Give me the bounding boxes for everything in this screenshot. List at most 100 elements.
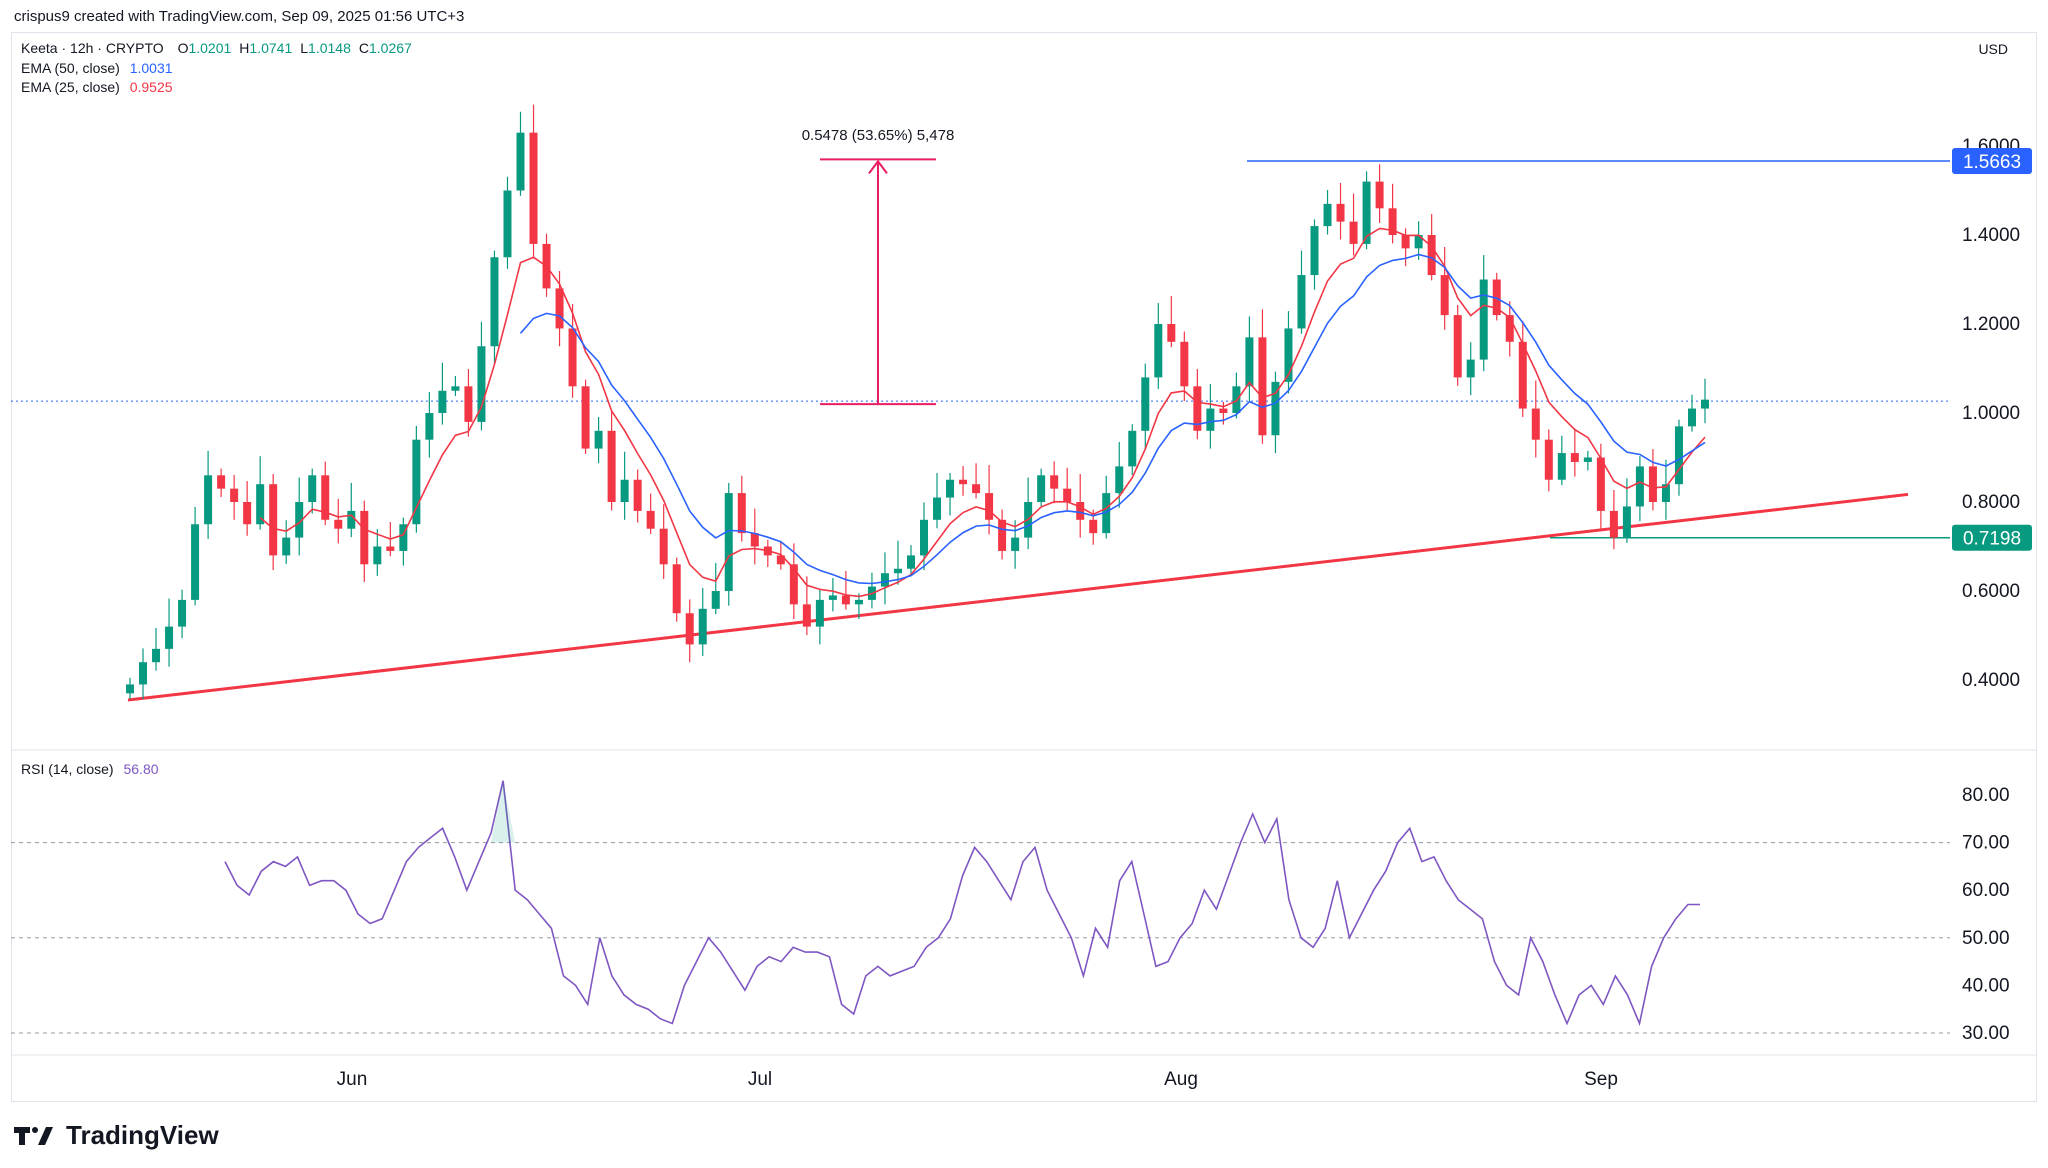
price-axis-tick: 0.8000 <box>1962 492 2020 513</box>
time-axis-tick: Jul <box>748 1069 772 1090</box>
candle-body <box>920 519 929 556</box>
ohlc-key-h: H <box>239 40 250 56</box>
ema25-line <box>259 227 1706 598</box>
candle-body <box>646 510 655 529</box>
candle-body <box>1388 208 1397 235</box>
candle-body <box>1492 279 1501 316</box>
candle-body <box>529 132 538 244</box>
ema25-label: EMA (25, close) <box>21 79 120 95</box>
candle-body <box>360 510 369 565</box>
measure-arrowhead <box>868 159 888 174</box>
support-price-badge-bg <box>1952 524 2032 551</box>
candle-body <box>1271 381 1280 436</box>
candle-body <box>1050 475 1059 489</box>
candle-body <box>321 475 330 520</box>
price-axis-tick: 0.4000 <box>1962 670 2020 691</box>
ohlc-key-o: O <box>177 40 189 56</box>
candle-body <box>1362 181 1371 244</box>
candle-body <box>126 684 134 694</box>
rsi-legend[interactable]: RSI (14, close) 56.80 <box>21 761 159 777</box>
candle-body <box>425 413 434 440</box>
candle-body <box>165 626 174 649</box>
candle-body <box>750 533 759 547</box>
ohlc-value-h: 1.0741 <box>249 40 293 56</box>
candle-body <box>295 502 304 538</box>
candle-body <box>1063 488 1072 502</box>
candle-body <box>1453 315 1462 378</box>
rsi-axis-tick: 70.00 <box>1962 833 2010 854</box>
candle-body <box>399 524 408 551</box>
candle-body <box>490 257 499 347</box>
candle-body <box>737 493 746 534</box>
chart-frame <box>11 32 2037 1102</box>
candle-body <box>464 386 473 422</box>
candle-body <box>1089 519 1098 534</box>
ema50-line <box>519 253 1706 585</box>
time-axis-tick: Jun <box>337 1069 368 1090</box>
candle-body <box>1297 275 1306 329</box>
candle-body <box>1284 328 1293 382</box>
candle-body <box>152 648 161 663</box>
candle-body <box>998 519 1007 551</box>
candle-body <box>933 497 942 520</box>
candle-body <box>985 493 994 520</box>
price-axis-tick: 0.6000 <box>1962 581 2020 602</box>
candle-body <box>1193 386 1202 431</box>
ohlc-values: O1.0201 H1.0741 L1.0148 C1.0267 <box>178 40 420 56</box>
tradingview-logo-icon <box>14 1126 53 1145</box>
candle-body <box>1102 493 1111 534</box>
candle-body <box>893 568 902 574</box>
candle-body <box>1414 235 1423 249</box>
candle-body <box>1245 337 1254 387</box>
candle-body <box>685 613 694 645</box>
candle-body <box>412 439 421 525</box>
candle-body <box>1375 181 1384 209</box>
candle-body <box>1401 235 1410 249</box>
candle-body <box>815 599 824 627</box>
candle-body <box>594 430 603 449</box>
rsi-axis-tick: 80.00 <box>1962 785 2010 806</box>
resistance-price-badge-bg <box>1952 147 2032 174</box>
symbol-legend[interactable]: Keeta · 12h · CRYPTO O1.0201 H1.0741 L1.01… <box>21 40 420 56</box>
candle-body <box>620 479 629 502</box>
candle-body <box>711 591 720 609</box>
symbol-label: Keeta · 12h · CRYPTO <box>21 40 164 56</box>
candle-body <box>516 132 525 191</box>
rsi-axis-tick: 50.00 <box>1962 928 2010 949</box>
measure-label: 0.5478 (53.65%) 5,478 <box>802 127 955 144</box>
candle-body <box>1687 408 1696 427</box>
price-axis-tick: 1.0000 <box>1962 403 2020 424</box>
ema50-legend[interactable]: EMA (50, close) 1.0031 <box>21 60 173 76</box>
candle-body <box>230 488 239 502</box>
candle-body <box>1427 235 1436 276</box>
currency-label[interactable]: USD <box>1978 41 2008 57</box>
candle-body <box>347 510 356 529</box>
candle-body <box>633 479 642 511</box>
ohlc-value-o: 1.0201 <box>188 40 232 56</box>
candle-body <box>1258 337 1267 436</box>
ohlc-key-c: C <box>358 40 369 56</box>
candle-body <box>1648 466 1657 502</box>
candle-body <box>1622 506 1631 538</box>
candle-body <box>1037 475 1046 502</box>
rsi-value: 56.80 <box>123 761 159 777</box>
candle-body <box>1115 466 1124 494</box>
support-price-badge: 0.7198 <box>1963 529 2021 550</box>
candle-body <box>243 502 252 525</box>
price-axis-tick: 1.2000 <box>1962 314 2020 335</box>
ema25-legend[interactable]: EMA (25, close) 0.9525 <box>21 79 173 95</box>
candle-body <box>906 555 915 569</box>
candle-body <box>1076 502 1085 520</box>
ema50-value: 1.0031 <box>129 60 173 76</box>
candle-body <box>1466 359 1475 378</box>
candle-body <box>828 595 837 600</box>
candle-body <box>1440 275 1449 316</box>
candle-body <box>776 555 785 565</box>
candle-body <box>959 479 968 485</box>
ohlc-key-l: L <box>300 40 309 56</box>
candle-body <box>477 346 486 422</box>
candle-body <box>581 386 590 449</box>
candle-body <box>1570 453 1579 462</box>
rsi-label: RSI (14, close) <box>21 761 114 777</box>
